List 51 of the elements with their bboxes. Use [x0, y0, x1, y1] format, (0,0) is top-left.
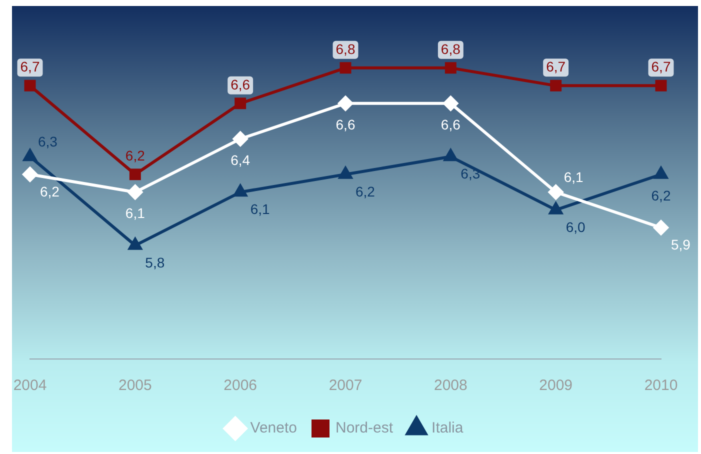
- data-label: 6,6: [440, 116, 461, 132]
- data-label: 6,2: [125, 147, 146, 164]
- data-label: 6,7: [546, 58, 566, 75]
- point: [23, 149, 37, 162]
- x-tick-label: 2010: [644, 377, 678, 394]
- data-label: 6,7: [651, 58, 671, 75]
- data-label: 6,4: [230, 152, 250, 168]
- data-label: 6,8: [440, 40, 461, 57]
- point: [340, 62, 352, 74]
- point: [128, 238, 142, 250]
- point: [548, 184, 564, 200]
- point: [234, 184, 248, 197]
- data-label: 6,1: [125, 205, 146, 222]
- point: [655, 80, 667, 92]
- point: [444, 62, 456, 74]
- point: [444, 149, 458, 162]
- data-label: 5,9: [671, 236, 691, 253]
- point: [338, 166, 352, 179]
- point: [550, 80, 562, 92]
- data-label: 6,6: [230, 76, 250, 92]
- point: [654, 166, 668, 179]
- x-tick-label: 2009: [539, 377, 573, 394]
- data-label: 6,2: [651, 187, 671, 204]
- x-tick-label: 2007: [328, 377, 362, 394]
- point: [232, 131, 248, 146]
- x-tick-label: 2008: [434, 377, 468, 394]
- x-tick-label: 2004: [13, 377, 47, 394]
- legend-label: Nord-est: [336, 420, 394, 437]
- point: [549, 202, 563, 214]
- point: [234, 98, 246, 110]
- point: [338, 96, 353, 111]
- data-label: 6,1: [250, 201, 270, 218]
- data-label: 5,8: [145, 254, 165, 270]
- x-tick-label: 2005: [118, 377, 152, 394]
- data-label: 6,7: [20, 58, 40, 75]
- x-tick-label: 2006: [224, 377, 258, 394]
- data-label: 6,0: [566, 218, 586, 235]
- point: [129, 168, 141, 180]
- legend-label: Italia: [432, 420, 464, 437]
- point: [22, 166, 38, 182]
- data-label: 6,1: [564, 169, 584, 186]
- point: [654, 220, 668, 236]
- legend-label: Veneto: [250, 420, 298, 437]
- point: [443, 96, 458, 111]
- data-label: 6,8: [336, 40, 356, 57]
- data-label: 6,2: [40, 183, 60, 200]
- data-label: 6,3: [38, 134, 58, 150]
- data-label: 6,2: [356, 183, 376, 200]
- point: [128, 184, 143, 200]
- data-label: 6,6: [336, 116, 356, 132]
- point: [24, 80, 36, 92]
